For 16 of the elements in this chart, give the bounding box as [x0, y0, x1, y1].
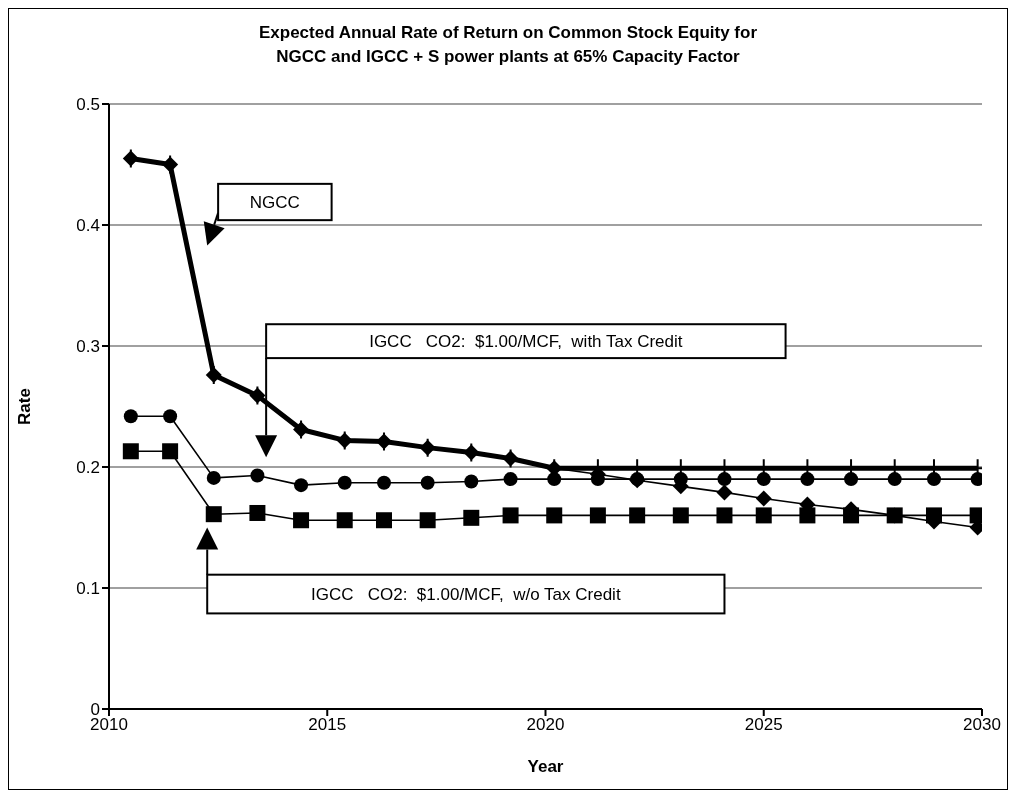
- chart-title: Expected Annual Rate of Return on Common Stock Equity for NGCC and IGCC + S power plants at 65% Capacity Factor: [257, 22, 759, 68]
- annotation: IGCC CO2: $1.00/MCF, w/o Tax Credit: [311, 585, 621, 605]
- x-axis-title: Year: [527, 757, 564, 776]
- annotation: NGCC: [249, 193, 300, 213]
- y-axis-title: Rate: [15, 388, 35, 425]
- x-tick-label: 2015: [308, 715, 347, 735]
- y-tick-label: 0.2: [76, 458, 100, 478]
- annotation: IGCC CO2: $1.00/MCF, with Tax Credit: [369, 332, 683, 352]
- x-tick-label: 2025: [744, 715, 783, 735]
- y-tick-label: 0.5: [76, 95, 100, 115]
- y-tick-label: 0.1: [76, 579, 100, 599]
- y-tick-label: 0.3: [76, 337, 100, 357]
- x-tick-label: 2030: [963, 715, 1001, 735]
- x-tick-label: 2020: [526, 715, 565, 735]
- x-tick-label: 2010: [90, 715, 128, 735]
- y-tick-label: 0.4: [76, 216, 100, 236]
